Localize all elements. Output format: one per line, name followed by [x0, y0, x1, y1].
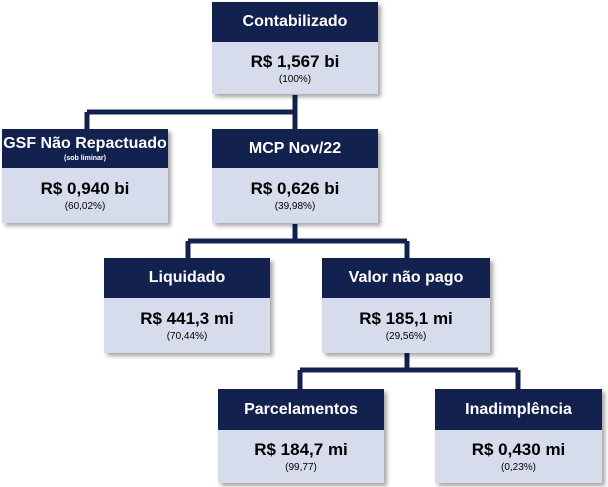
- node-liquidado-title: Liquidado: [148, 269, 226, 286]
- node-nao-pago-header: Valor não pago: [322, 258, 490, 298]
- node-gsf-title: GSF Não Repactuado: [3, 135, 167, 152]
- node-contabilizado-body: R$ 1,567 bi (100%): [212, 42, 378, 94]
- node-gsf: GSF Não Repactuado (sob liminar) R$ 0,94…: [2, 129, 168, 223]
- node-parcelamentos-pct: (99,77): [285, 462, 317, 473]
- node-liquidado-body: R$ 441,3 mi (70,44%): [104, 298, 270, 353]
- node-gsf-body: R$ 0,940 bi (60,02%): [2, 168, 168, 223]
- node-nao-pago: Valor não pago R$ 185,1 mi (29,56%): [322, 258, 490, 353]
- node-gsf-subtitle: (sob liminar): [63, 155, 106, 162]
- node-contabilizado-header: Contabilizado: [212, 2, 378, 42]
- node-inadimplencia-body: R$ 0,430 mi (0,23%): [435, 430, 602, 483]
- node-liquidado-header: Liquidado: [104, 258, 270, 298]
- node-parcelamentos-header: Parcelamentos: [218, 389, 384, 430]
- node-nao-pago-value: R$ 185,1 mi: [359, 309, 453, 328]
- node-nao-pago-pct: (29,56%): [385, 331, 427, 342]
- node-inadimplencia: Inadimplência R$ 0,430 mi (0,23%): [435, 389, 602, 483]
- node-mcp: MCP Nov/22 R$ 0,626 bi (39,98%): [212, 129, 378, 223]
- node-contabilizado: Contabilizado R$ 1,567 bi (100%): [212, 2, 378, 94]
- node-parcelamentos: Parcelamentos R$ 184,7 mi (99,77): [218, 389, 384, 483]
- node-mcp-title: MCP Nov/22: [248, 139, 342, 157]
- node-inadimplencia-value: R$ 0,430 mi: [471, 440, 566, 459]
- node-liquidado: Liquidado R$ 441,3 mi (70,44%): [104, 258, 270, 353]
- node-inadimplencia-header: Inadimplência: [435, 389, 602, 430]
- node-nao-pago-title: Valor não pago: [348, 269, 464, 286]
- node-contabilizado-value: R$ 1,567 bi: [250, 51, 340, 71]
- node-gsf-header: GSF Não Repactuado (sob liminar): [2, 129, 168, 168]
- node-mcp-body: R$ 0,626 bi (39,98%): [212, 168, 378, 223]
- node-mcp-value: R$ 0,626 bi: [250, 179, 340, 198]
- node-parcelamentos-body: R$ 184,7 mi (99,77): [218, 430, 384, 483]
- node-contabilizado-pct: (100%): [278, 73, 312, 85]
- node-inadimplencia-pct: (0,23%): [500, 462, 536, 473]
- node-mcp-header: MCP Nov/22: [212, 129, 378, 168]
- node-contabilizado-title: Contabilizado: [242, 13, 348, 30]
- node-nao-pago-body: R$ 185,1 mi (29,56%): [322, 298, 490, 353]
- node-mcp-pct: (39,98%): [274, 201, 316, 212]
- node-gsf-pct: (60,02%): [64, 201, 106, 212]
- node-parcelamentos-value: R$ 184,7 mi: [254, 440, 348, 459]
- node-gsf-value: R$ 0,940 bi: [40, 179, 130, 198]
- node-inadimplencia-title: Inadimplência: [465, 400, 572, 418]
- node-liquidado-value: R$ 441,3 mi: [140, 309, 234, 328]
- node-liquidado-pct: (70,44%): [166, 331, 208, 342]
- node-parcelamentos-title: Parcelamentos: [244, 400, 358, 418]
